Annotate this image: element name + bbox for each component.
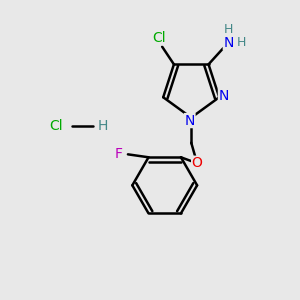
Text: N: N [218,89,229,103]
Text: N: N [184,114,195,128]
Text: Cl: Cl [152,31,166,45]
Text: N: N [224,36,234,50]
Text: O: O [192,156,203,170]
Text: H: H [98,119,108,134]
Text: H: H [237,36,246,50]
Text: Cl: Cl [49,119,63,134]
Text: H: H [224,23,233,36]
Text: F: F [115,147,123,161]
